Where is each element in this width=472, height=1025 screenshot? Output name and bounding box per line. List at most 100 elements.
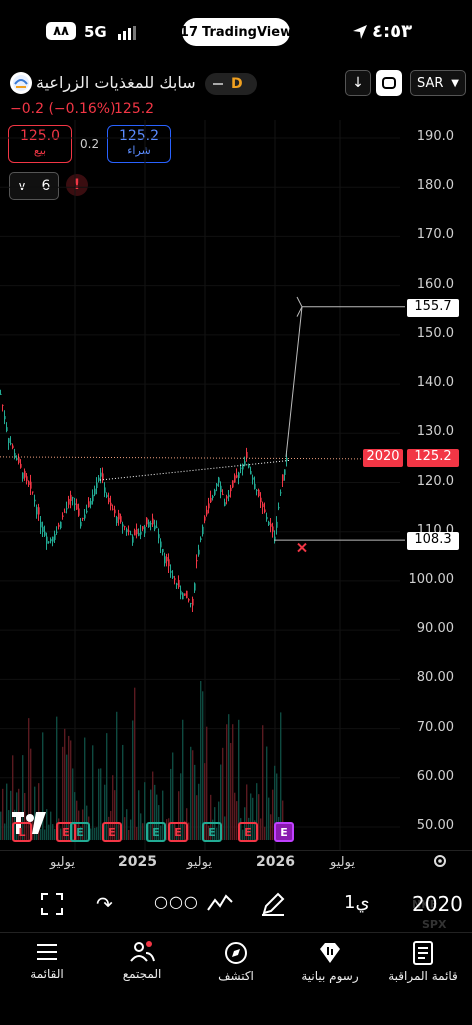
candle-body [216,483,218,487]
volume-bar [44,829,46,840]
volume-bar [104,784,106,840]
earnings-event-marker[interactable]: E [146,822,166,842]
current-price-line [0,456,363,460]
minus-icon [213,83,223,85]
volume-bar [28,718,30,840]
volume-bar [48,824,50,840]
candle-body [282,474,284,481]
volume-bar [188,822,190,840]
app-pill[interactable]: 17 TradingView [180,18,292,46]
sell-button[interactable]: 125.0 بيع [8,125,72,163]
nav-charts[interactable]: رسوم بيانية [285,941,375,983]
y-tick-label: 170.0 [416,227,454,243]
candle-body [46,536,48,544]
volume-bar [242,829,244,840]
candle-body [172,576,174,578]
earnings-event-marker[interactable]: E [56,822,76,842]
earnings-event-marker[interactable]: E [238,822,258,842]
candle-body [100,472,102,477]
y-tick-label: 60.00 [416,768,454,784]
candle-body [262,503,264,508]
time-axis[interactable]: يوليو 2025 يوليو 2026 يوليو [0,850,472,875]
volume-bar [54,828,56,840]
earnings-event-marker[interactable]: L [12,822,32,842]
currency-select[interactable]: SAR ▼ [410,70,466,96]
volume-bar [162,790,164,840]
price-chart[interactable] [0,120,472,860]
volume-bar [110,810,112,840]
volume-bar [174,823,176,840]
projection-line [285,306,405,457]
volume-bar [74,792,76,840]
candle-body [148,521,150,528]
candle-body [2,404,4,406]
nav-explore[interactable]: اكتشف [191,941,281,983]
candle-body [162,548,164,553]
settings-gear-icon[interactable] [432,853,448,873]
nav-explore-label: اكتشف [218,969,254,983]
volume-bar [4,823,6,840]
nav-community[interactable]: المجتمع [97,941,187,981]
volume-bar [140,813,142,840]
earnings-event-marker[interactable]: E [168,822,188,842]
candle-body [150,523,152,525]
earnings-event-marker[interactable]: E [102,822,122,842]
volume-bar [178,791,180,840]
volume-bar [82,809,84,840]
candle-body [180,590,182,595]
symbol-name[interactable]: سابك للمغذيات الزراعية [36,73,196,92]
fullscreen-button[interactable] [40,892,64,920]
candle-body [28,481,30,485]
volume-bar [262,725,264,840]
indicators-toggle[interactable]: ∨ 6 [9,172,59,200]
candles [0,389,288,613]
volume-bar [282,800,284,840]
session-badge[interactable]: D [205,73,257,95]
volume-bar [22,755,24,840]
earnings-event-marker[interactable]: E [202,822,222,842]
nav-menu[interactable]: القائمة [2,941,92,981]
volume-bar [108,816,110,840]
volume-bar [56,716,58,840]
candle-body [32,491,34,493]
price-change: −0.2 (−0.16%) [10,101,116,117]
volume-bar [42,732,44,840]
download-button[interactable]: ↓ [345,70,371,96]
alert-icon[interactable]: ! [66,174,88,196]
sell-price: 125.0 [19,128,61,144]
candle-body [226,496,228,499]
year-button[interactable]: 2020 [412,892,463,916]
interval-button[interactable]: 1ي [344,892,370,913]
spread-value: 0.2 [80,137,100,151]
volume-bar [250,793,252,840]
volume-bar [114,790,116,840]
indicator-tools-button[interactable] [206,892,234,920]
redo-button[interactable]: ↷ [96,892,113,916]
volume-bar [122,744,124,840]
volume-bar [170,768,172,840]
volume-bar [10,790,12,840]
candle-body [248,464,250,468]
current-year-label: 2020 [363,449,403,467]
volume-bar [64,728,66,840]
volume-bar [84,737,86,840]
x-label-4: 2026 [256,854,295,870]
earnings-event-marker[interactable]: E [274,822,294,842]
nav-watchlist[interactable]: قائمة المراقبة [378,941,468,983]
volume-bar [198,783,200,840]
sync-button[interactable] [376,70,402,96]
volume-bar [254,820,256,840]
volume-bar [258,794,260,840]
volume-bar [220,764,222,840]
y-tick-label: 100.00 [408,571,455,587]
candle-body [222,493,224,495]
volume-bar [196,795,198,840]
candle-body [198,549,200,555]
earnings-event-marker[interactable]: E [70,822,90,842]
draw-button[interactable] [260,891,286,921]
volume-bar [210,794,212,840]
volume-bar [234,792,236,840]
candle-body [144,526,146,534]
candle-body [112,508,114,510]
more-button[interactable]: ○○○ [154,892,199,911]
